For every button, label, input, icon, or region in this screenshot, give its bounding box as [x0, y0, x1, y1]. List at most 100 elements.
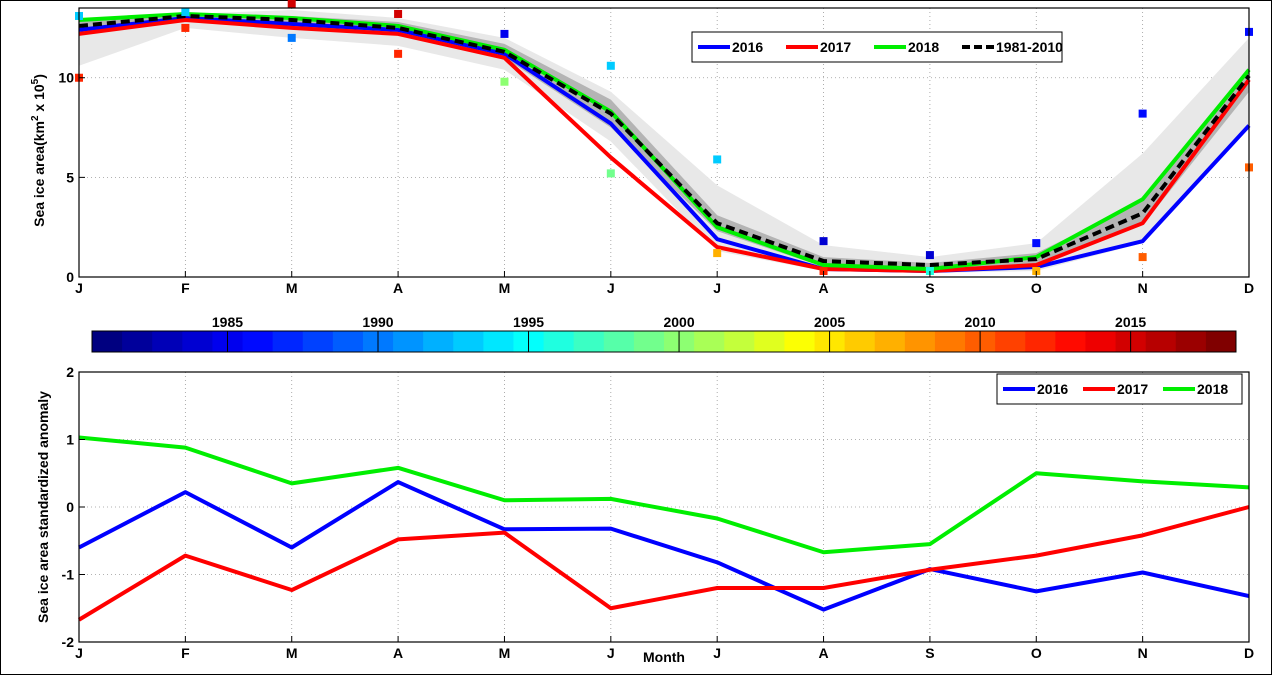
colorbar-cell-1983: [152, 331, 183, 352]
colorbar-cell-2004: [784, 331, 816, 352]
colorbar-cell-2007: [874, 331, 906, 352]
top-xtick-label: O: [1031, 280, 1042, 296]
bottom-series-line-2016: [78, 480, 1250, 612]
top-extreme-marker-18: [1032, 239, 1041, 248]
colorbar-tick-label: 2010: [965, 314, 996, 330]
top-extreme-marker-11: [606, 169, 615, 178]
bottom-ylabel: Sea ice area standardized anomaly: [35, 391, 51, 623]
top-ylabel-part-ylabel_sup2: 5: [30, 78, 41, 84]
colorbar-cell-1997: [573, 331, 605, 352]
bottom-legend: 2016 2017 2018: [996, 373, 1243, 405]
top-xtick-label: A: [393, 280, 403, 296]
colorbar-cell-1988: [302, 331, 334, 352]
top-xtick-label: A: [818, 280, 828, 296]
top-extreme-marker-8: [500, 29, 509, 38]
top-extreme-marker-21: [1138, 253, 1147, 262]
top-legend-label: 2016: [732, 39, 763, 55]
bottom-xtick-label: M: [286, 645, 298, 661]
colorbar-cell-2018: [1205, 331, 1237, 352]
bottom-series-line-2017: [77, 505, 1250, 622]
colorbar-tick-label: 1995: [513, 314, 544, 330]
top-xtick-label: F: [181, 280, 190, 296]
bottom-xtick-label: J: [713, 645, 721, 661]
bottom-ytick-label: -2: [62, 634, 75, 650]
top-series-line-2017: [78, 17, 1251, 274]
bottom-legend-label: 2016: [1037, 381, 1068, 397]
top-extreme-marker-12: [713, 155, 722, 164]
top-extreme-marker-16: [925, 251, 934, 260]
top-ylabel-part-ylabel_end: ): [31, 74, 47, 79]
top-legend: 2016 2017 2018 1981-2010: [691, 31, 1063, 63]
top-extreme-marker-4: [287, 0, 296, 9]
bottom-xtick-label: S: [925, 645, 934, 661]
bottom-ytick-label: 0: [66, 499, 74, 515]
top-ylabel-part-ylabel: Sea ice area(km: [31, 121, 47, 227]
top-ylabel-part-ylabel_sup1: 2: [30, 115, 41, 121]
top-extreme-marker-14: [819, 237, 828, 246]
top-extreme-marker-5: [287, 33, 296, 42]
bottom-ytick-label: -1: [62, 567, 75, 583]
colorbar-cell-2009: [934, 331, 966, 352]
colorbar-cell-1984: [182, 331, 213, 352]
bottom-legend-label: 2018: [1197, 381, 1228, 397]
top-extreme-marker-13: [713, 249, 722, 258]
colorbar-cell-1993: [453, 331, 484, 352]
bottom-series-line-2018: [78, 435, 1250, 555]
colorbar-cell-1987: [272, 331, 304, 352]
bottom-xtick-label: J: [75, 645, 83, 661]
bottom-xtick-label: D: [1244, 645, 1254, 661]
colorbar-cell-1994: [483, 331, 514, 352]
top-ytick-label: 10: [58, 70, 74, 86]
top-extreme-marker-2: [181, 7, 190, 16]
colorbar-cell-2008: [904, 331, 936, 352]
top-xtick-label: J: [607, 280, 615, 296]
colorbar-cell-2003: [754, 331, 785, 352]
colorbar-tick-label: 1990: [362, 314, 393, 330]
top-ylabel: Sea ice area(km2 x 105): [30, 74, 47, 227]
top-xtick-label: M: [499, 280, 511, 296]
bottom-xtick-label: A: [818, 645, 828, 661]
bottom-xtick-label: O: [1031, 645, 1042, 661]
bottom-xtick-label: J: [607, 645, 615, 661]
colorbar-cell-2002: [724, 331, 755, 352]
colorbar-cell-1996: [543, 331, 575, 352]
colorbar-cell-1989: [332, 331, 364, 352]
top-legend-label: 1981-2010: [996, 39, 1063, 55]
colorbar-box: [91, 330, 1237, 353]
bottom-xtick-label: F: [181, 645, 190, 661]
bottom-xtick-label: A: [393, 645, 403, 661]
colorbar-cell-2014: [1085, 331, 1117, 352]
top-ylabel-part-ylabel_mid: x 10: [31, 84, 47, 115]
bottom-legend-label: 2017: [1117, 381, 1148, 397]
top-extreme-marker-7: [394, 49, 403, 58]
top-range-band: [79, 9, 1249, 274]
bottom-xtick-label: N: [1138, 645, 1148, 661]
top-extreme-marker-20: [1138, 109, 1147, 118]
colorbar-cell-2013: [1055, 331, 1086, 352]
top-ytick-label: 5: [66, 169, 74, 185]
top-extreme-marker-10: [606, 61, 615, 70]
top-xtick-label: J: [713, 280, 721, 296]
top-series-line-2018: [78, 11, 1251, 272]
colorbar-cell-1981: [92, 331, 123, 352]
bottom-legend-box: [996, 373, 1243, 405]
colorbar-cell-2011: [995, 331, 1026, 352]
top-extreme-marker-6: [394, 9, 403, 18]
top-ytick-label: 0: [66, 269, 74, 285]
top-axes-box: [78, 7, 1250, 278]
bottom-xlabel: Month: [643, 649, 685, 665]
colorbar-cell-1991: [393, 331, 424, 352]
colorbar-tick-label: 2005: [814, 314, 845, 330]
top-extreme-marker-3: [181, 23, 190, 32]
colorbar-cell-2006: [844, 331, 876, 352]
top-xtick-label: S: [925, 280, 934, 296]
colorbar-cell-1999: [633, 331, 665, 352]
top-xtick-label: M: [286, 280, 298, 296]
colorbar-cell-1998: [603, 331, 635, 352]
colorbar-tick-label: 1985: [212, 314, 243, 330]
colorbar-cell-2016: [1145, 331, 1177, 352]
top-legend-label: 2018: [908, 39, 939, 55]
top-legend-label: 2017: [820, 39, 851, 55]
colorbar-cell-1986: [242, 331, 274, 352]
